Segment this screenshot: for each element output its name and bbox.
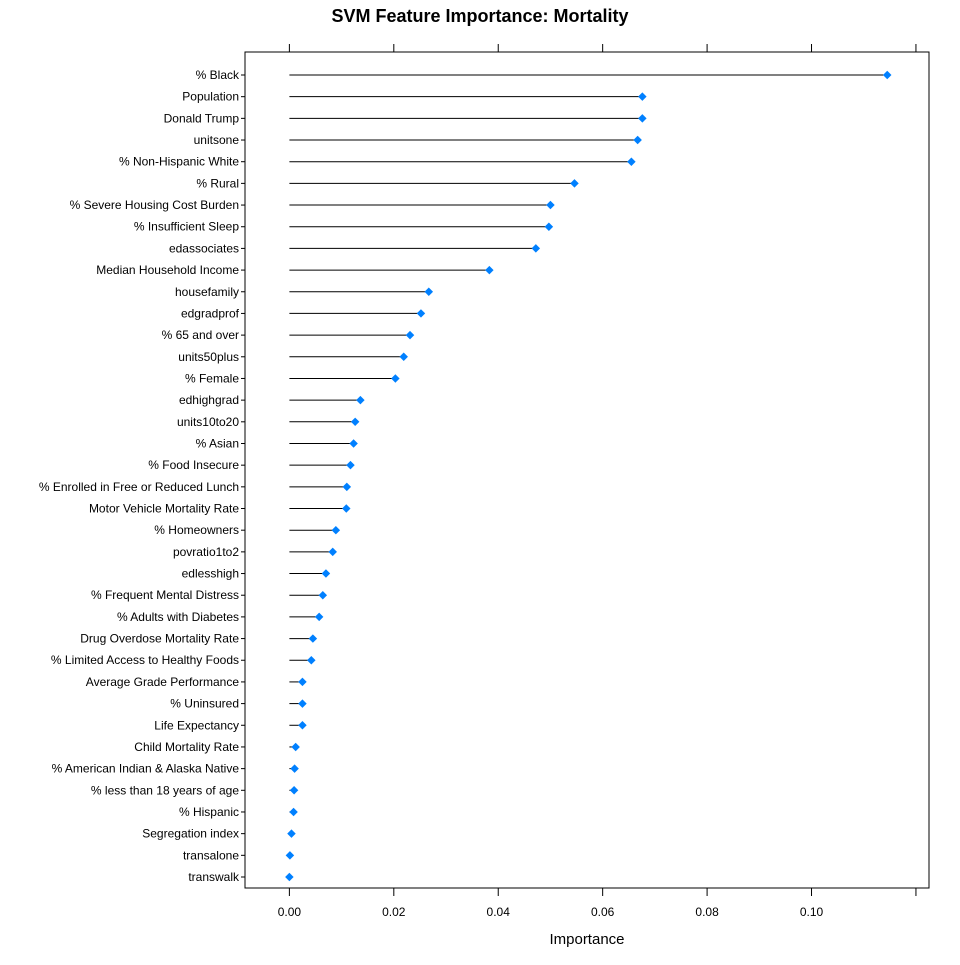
data-point <box>882 70 892 80</box>
y-tick-label: Drug Overdose Mortality Rate <box>80 632 239 646</box>
data-point <box>416 309 426 318</box>
y-tick-label: % Limited Access to Healthy Foods <box>51 653 239 667</box>
y-tick-label: % Enrolled in Free or Reduced Lunch <box>39 480 239 494</box>
y-tick-label: % Female <box>185 371 239 385</box>
data-point <box>291 742 300 752</box>
y-tick-label: Child Mortality Rate <box>134 740 239 754</box>
data-point <box>627 157 636 166</box>
data-point <box>342 504 351 513</box>
y-tick-label: edlesshigh <box>182 567 239 581</box>
y-tick-label: % Asian <box>196 436 239 450</box>
x-axis-label: Importance <box>549 931 624 948</box>
data-point <box>424 287 434 296</box>
data-point <box>349 439 358 448</box>
data-point <box>298 721 307 730</box>
y-tick-label: Average Grade Performance <box>86 675 240 689</box>
y-tick-label: % Rural <box>196 176 239 190</box>
x-tick-label: 0.08 <box>695 905 719 919</box>
y-tick-label: % American Indian & Alaska Native <box>52 762 240 776</box>
x-tick-label: 0.10 <box>800 905 824 919</box>
data-point <box>285 851 295 860</box>
leader-lines <box>289 74 888 856</box>
data-point <box>544 222 554 231</box>
y-tick-label: housefamily <box>175 285 239 299</box>
data-point <box>331 525 341 535</box>
data-points <box>285 70 892 882</box>
data-point <box>289 786 299 795</box>
y-tick-label: % Hispanic <box>179 805 239 819</box>
y-tick-label: Population <box>182 90 239 104</box>
data-point <box>638 114 647 123</box>
y-tick-label: transalone <box>183 848 239 862</box>
y-tick-label: % less than 18 years of age <box>91 783 239 797</box>
data-point <box>328 547 337 557</box>
data-point <box>485 265 494 275</box>
data-point <box>638 92 647 101</box>
y-tick-label: Segregation index <box>142 827 239 841</box>
x-tick-label: 0.00 <box>278 905 302 919</box>
data-point <box>405 330 415 340</box>
data-point <box>285 872 294 882</box>
x-tick-label: 0.02 <box>382 905 406 919</box>
data-point <box>391 374 400 383</box>
data-point <box>289 807 298 817</box>
data-point <box>298 699 307 708</box>
y-tick-label: % Black <box>196 68 240 82</box>
y-tick-label: units10to20 <box>177 415 239 429</box>
data-point <box>321 569 331 578</box>
y-tick-label: % Severe Housing Cost Burden <box>70 198 239 212</box>
data-point <box>307 656 316 665</box>
data-point <box>298 677 307 687</box>
data-point <box>633 135 642 145</box>
data-point <box>346 460 355 470</box>
data-point <box>318 590 328 600</box>
y-tick-label: % Uninsured <box>170 697 239 711</box>
y-tick-label: units50plus <box>178 350 239 364</box>
data-point <box>287 829 296 838</box>
y-tick-label: unitsone <box>194 133 240 147</box>
data-point <box>531 244 541 253</box>
y-tick-label: Donald Trump <box>164 111 240 125</box>
y-tick-label: edassociates <box>169 241 239 255</box>
data-point <box>570 179 579 188</box>
data-point <box>399 352 408 362</box>
y-tick-label: % Homeowners <box>154 523 239 537</box>
y-tick-label: Motor Vehicle Mortality Rate <box>89 502 239 516</box>
y-tick-label: Life Expectancy <box>154 718 239 732</box>
y-tick-label: % Food Insecure <box>148 458 239 472</box>
y-axis-labels: % Black Population Donald Trump unitsone % N… <box>39 68 245 884</box>
x-tick-label: 0.06 <box>591 905 615 919</box>
plot-frame <box>244 51 930 889</box>
y-tick-label: transwalk <box>188 870 240 884</box>
data-point <box>314 612 324 622</box>
data-point <box>290 764 299 773</box>
x-tick-label: 0.04 <box>487 905 511 919</box>
data-point <box>546 200 555 210</box>
data-point <box>356 395 365 405</box>
y-tick-label: edgradprof <box>181 306 240 320</box>
y-tick-label: % Frequent Mental Distress <box>91 588 239 602</box>
y-tick-label: povratio1to2 <box>173 545 239 559</box>
x-axis: 0.00 0.02 0.04 0.06 0.08 0.10 <box>278 44 917 919</box>
y-tick-label: % Non-Hispanic White <box>119 155 239 169</box>
y-tick-label: Median Household Income <box>96 263 239 277</box>
data-point <box>350 417 360 427</box>
y-tick-label: % 65 and over <box>162 328 239 342</box>
y-tick-label: edhighgrad <box>179 393 239 407</box>
data-point <box>342 482 352 492</box>
y-tick-label: % Insufficient Sleep <box>134 220 240 234</box>
data-point <box>308 634 318 643</box>
y-tick-label: % Adults with Diabetes <box>117 610 239 624</box>
chart-title: SVM Feature Importance: Mortality <box>331 6 628 26</box>
